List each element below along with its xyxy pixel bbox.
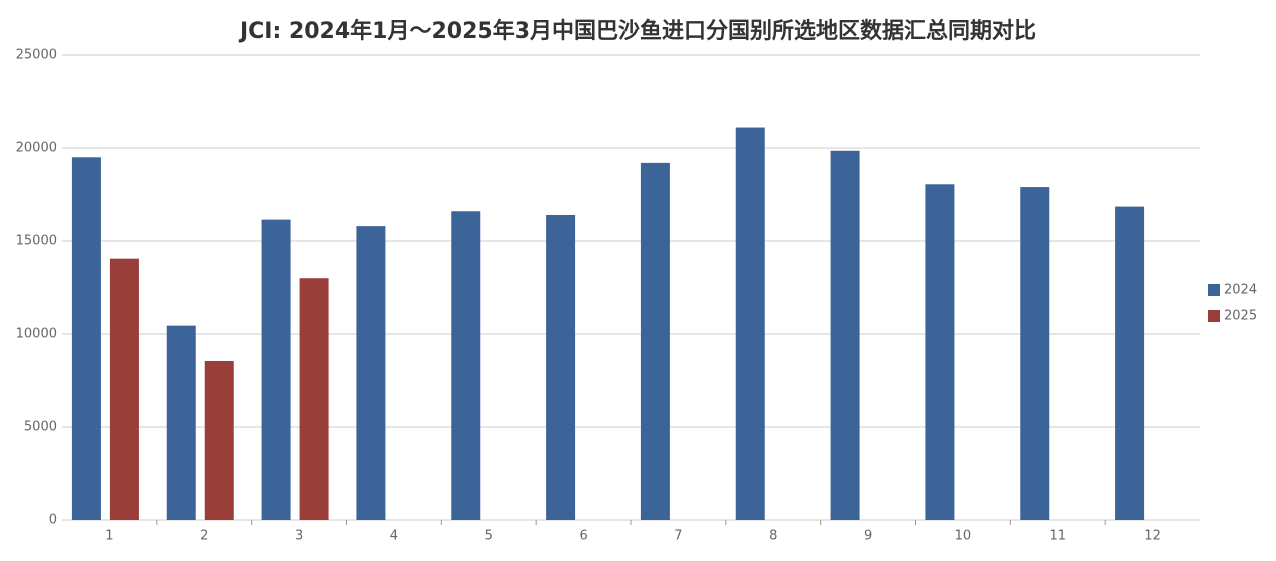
y-tick-label: 0 bbox=[49, 513, 57, 528]
bar bbox=[299, 278, 329, 520]
x-tick-label: 2 bbox=[200, 529, 208, 544]
x-tick-label: 4 bbox=[390, 529, 398, 544]
x-tick-label: 5 bbox=[485, 529, 493, 544]
bar bbox=[1020, 187, 1050, 520]
y-tick-label: 10000 bbox=[16, 327, 57, 342]
x-tick-label: 10 bbox=[955, 529, 972, 544]
bar bbox=[830, 150, 860, 521]
x-tick-label: 6 bbox=[579, 529, 587, 544]
x-tick-label: 12 bbox=[1144, 529, 1161, 544]
x-tick-label: 1 bbox=[105, 529, 113, 544]
bar bbox=[261, 219, 291, 521]
bar bbox=[735, 127, 765, 520]
legend-swatch bbox=[1208, 310, 1220, 322]
x-tick-label: 7 bbox=[674, 529, 682, 544]
y-tick-label: 15000 bbox=[16, 234, 57, 249]
bar bbox=[925, 184, 955, 520]
x-tick-label: 11 bbox=[1049, 529, 1066, 544]
legend-label: 2025 bbox=[1224, 309, 1257, 324]
x-tick-label: 9 bbox=[864, 529, 872, 544]
bar bbox=[546, 214, 576, 520]
bar bbox=[451, 211, 481, 521]
chart-title: JCI: 2024年1月～2025年3月中国巴沙鱼进口分国别所选地区数据汇总同期… bbox=[238, 18, 1036, 44]
bar bbox=[166, 325, 196, 520]
bar bbox=[1115, 206, 1145, 520]
bar bbox=[204, 360, 234, 520]
y-tick-label: 5000 bbox=[24, 420, 57, 435]
y-tick-label: 20000 bbox=[16, 141, 57, 156]
bar bbox=[71, 157, 101, 521]
x-tick-label: 8 bbox=[769, 529, 777, 544]
bar bbox=[109, 258, 139, 520]
legend-swatch bbox=[1208, 284, 1220, 296]
y-tick-label: 25000 bbox=[16, 48, 57, 63]
bar bbox=[356, 226, 386, 520]
legend-label: 2024 bbox=[1224, 283, 1257, 298]
x-tick-label: 3 bbox=[295, 529, 303, 544]
bar bbox=[640, 162, 670, 520]
